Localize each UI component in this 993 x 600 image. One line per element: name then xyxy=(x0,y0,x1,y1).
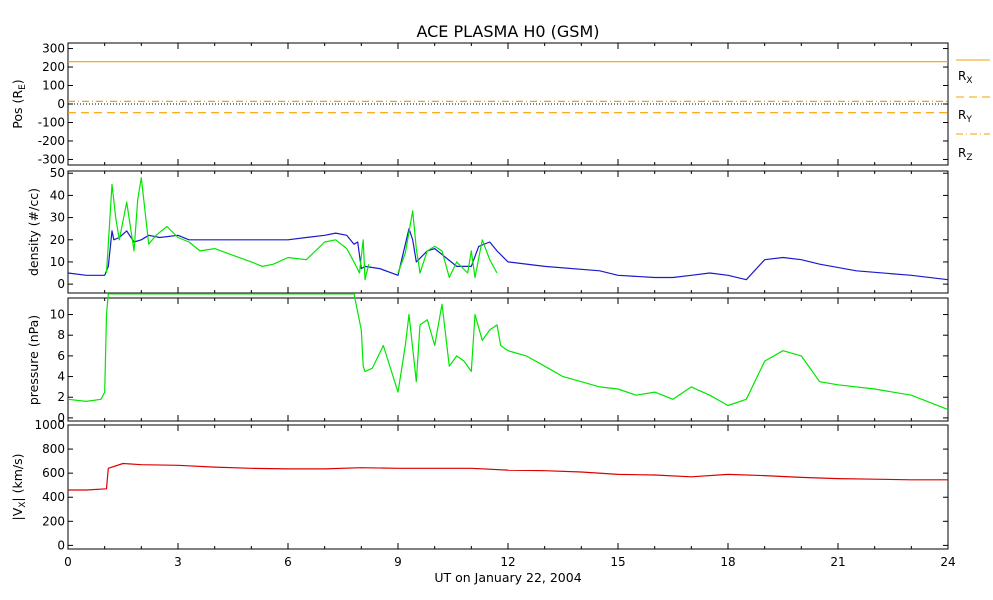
legend-ry-label: RY xyxy=(958,108,972,125)
position-ytick-label: -300 xyxy=(38,152,65,166)
density-ytick-label: 50 xyxy=(50,166,65,180)
vx-ticks: 1000 800 600 400 200 0 xyxy=(34,418,949,552)
density-series-density_green-line xyxy=(105,177,370,281)
vx-axis-label: |VX| (km/s) xyxy=(10,453,28,520)
vx-ytick-label: 1000 xyxy=(34,418,65,432)
pressure-axis-label: pressure (nPa) xyxy=(26,315,41,405)
pressure-ticks: 10 8 6 4 2 0 xyxy=(50,298,949,425)
vx-plot-frame xyxy=(67,424,949,550)
position-ytick-label: 100 xyxy=(42,79,65,93)
x-tick-label: 3 xyxy=(174,555,182,569)
vx-ytick-label: 600 xyxy=(42,466,65,480)
density-series-group xyxy=(67,177,949,281)
chart-title: ACE PLASMA H0 (GSM) xyxy=(416,22,599,41)
position-ytick-label: 0 xyxy=(57,97,65,111)
position-legend: RX RY RZ xyxy=(956,59,990,163)
x-tick-label: 6 xyxy=(284,555,292,569)
density-ytick-label: 0 xyxy=(57,277,65,291)
x-tick-label: 18 xyxy=(720,555,735,569)
x-tick-labels: 0 3 6 9 12 15 18 21 24 xyxy=(64,555,955,569)
pressure-plot-frame xyxy=(67,297,949,422)
density-plot-frame xyxy=(67,170,949,294)
x-tick-label: 0 xyxy=(64,555,72,569)
x-tick-label: 9 xyxy=(394,555,402,569)
legend-rz-label: RZ xyxy=(958,146,973,163)
vx-ytick-label: 800 xyxy=(42,442,65,456)
density-series-density_blue-line xyxy=(67,228,949,281)
density-axis-label: density (#/cc) xyxy=(26,188,41,276)
position-series-group xyxy=(68,61,948,114)
legend-rx-label: RX xyxy=(958,69,973,86)
pressure-ytick-label: 6 xyxy=(57,349,65,363)
pressure-series-group xyxy=(67,293,949,411)
pressure-ytick-label: 8 xyxy=(57,328,65,342)
pressure-ytick-label: 0 xyxy=(57,411,65,425)
x-tick-label: 21 xyxy=(830,555,845,569)
density-ytick-label: 30 xyxy=(50,211,65,225)
position-axis-label: Pos (RE) xyxy=(10,79,28,128)
x-axis-label: UT on January 22, 2004 xyxy=(434,570,581,585)
x-tick-label: 12 xyxy=(500,555,515,569)
pressure-ytick-label: 4 xyxy=(57,370,65,384)
density-ytick-label: 20 xyxy=(50,233,65,247)
position-panel: 300 200 100 0 -100 -200 -300 Pos (RE) RX RY RZ xyxy=(10,42,990,166)
vx-ytick-label: 0 xyxy=(57,538,65,552)
density-ytick-label: 40 xyxy=(50,188,65,202)
density-panel: 50 40 30 20 10 0 density (#/cc) xyxy=(26,166,949,294)
vx-series-vx-line xyxy=(68,462,948,491)
vx-ytick-label: 200 xyxy=(42,514,65,528)
pressure-series-pressure-line xyxy=(67,293,949,411)
density-ticks: 50 40 30 20 10 0 xyxy=(50,166,949,293)
position-ytick-label: -100 xyxy=(38,115,65,129)
pressure-ytick-label: 10 xyxy=(50,308,65,322)
density-series-density_green-line xyxy=(397,210,498,279)
x-tick-label: 24 xyxy=(940,555,955,569)
position-ytick-label: 300 xyxy=(42,42,65,56)
pressure-panel: 10 8 6 4 2 0 pressure (nPa) xyxy=(26,293,949,425)
vx-ytick-label: 400 xyxy=(42,490,65,504)
position-ytick-label: 200 xyxy=(42,60,65,74)
density-ytick-label: 10 xyxy=(50,255,65,269)
position-ytick-label: -200 xyxy=(38,134,65,148)
pressure-ytick-label: 2 xyxy=(57,390,65,404)
x-tick-label: 15 xyxy=(610,555,625,569)
position-ticks: 300 200 100 0 -100 -200 -300 xyxy=(38,42,949,166)
vx-series-group xyxy=(68,462,948,491)
vx-panel: 1000 800 600 400 200 0 |VX| (km/s) xyxy=(10,418,949,552)
